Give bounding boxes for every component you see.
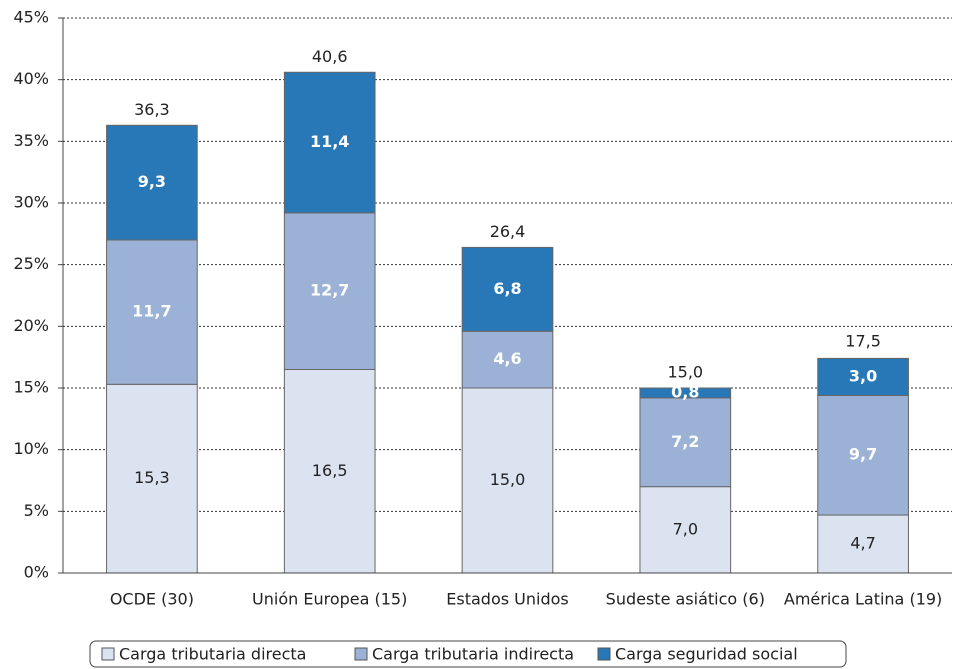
data-label: 16,5 <box>312 461 348 480</box>
y-tick-label: 15% <box>13 378 49 397</box>
x-tick-label: Estados Unidos <box>446 590 568 609</box>
bar-segment <box>817 394 909 516</box>
data-label: 7,0 <box>673 519 698 538</box>
x-tick-label: OCDE (30) <box>110 590 194 609</box>
y-tick-label: 0% <box>24 563 49 582</box>
y-tick-label: 45% <box>13 8 49 27</box>
legend-swatch <box>354 647 368 661</box>
legend-box <box>89 640 847 668</box>
legend-swatch <box>101 647 115 661</box>
bar-segment <box>461 246 554 332</box>
data-label: 4,7 <box>850 534 875 553</box>
data-label: 12,7 <box>310 281 349 300</box>
bar-segment <box>639 387 732 399</box>
bar-segment <box>817 514 909 574</box>
data-label: 15,0 <box>490 470 526 489</box>
x-tick-label: Sudeste asiático (6) <box>606 590 765 609</box>
total-label: 40,6 <box>312 47 348 66</box>
total-label: 36,3 <box>134 100 170 119</box>
data-label: 4,6 <box>493 349 521 368</box>
total-label: 26,4 <box>490 222 526 241</box>
legend-label: Carga tributaria indirecta <box>372 645 574 664</box>
legend-label: Carga seguridad social <box>615 645 798 664</box>
y-tick-label: 35% <box>13 131 49 150</box>
bar-segment <box>461 387 554 574</box>
y-tick-label: 10% <box>13 439 49 458</box>
y-tick-label: 40% <box>13 69 49 88</box>
data-label: 7,2 <box>671 432 699 451</box>
bar-segment <box>639 486 732 574</box>
total-label: 15,0 <box>667 363 703 382</box>
data-label: 9,3 <box>138 172 166 191</box>
data-label: 0,8 <box>671 382 699 401</box>
bar-segment <box>106 124 198 241</box>
data-label: 6,8 <box>493 279 521 298</box>
data-label: 11,4 <box>310 132 349 151</box>
y-tick-label: 5% <box>24 501 49 520</box>
data-label: 15,3 <box>134 468 170 487</box>
legend-label: Carga tributaria directa <box>119 645 306 664</box>
x-tick-label: América Latina (19) <box>784 590 942 609</box>
y-tick-label: 25% <box>13 254 49 273</box>
y-tick-label: 30% <box>13 193 49 212</box>
bar-segment <box>283 212 376 370</box>
y-tick-label: 20% <box>13 316 49 335</box>
data-label: 3,0 <box>849 366 877 385</box>
data-label: 9,7 <box>849 445 877 464</box>
total-label: 17,5 <box>845 332 881 351</box>
data-label: 11,7 <box>132 302 171 321</box>
bar-segment <box>283 71 376 214</box>
legend-swatch <box>597 647 611 661</box>
bar-segment <box>817 357 909 396</box>
bar-segment <box>639 397 732 488</box>
x-tick-label: Unión Europea (15) <box>252 590 407 609</box>
bar-segment <box>106 239 198 385</box>
